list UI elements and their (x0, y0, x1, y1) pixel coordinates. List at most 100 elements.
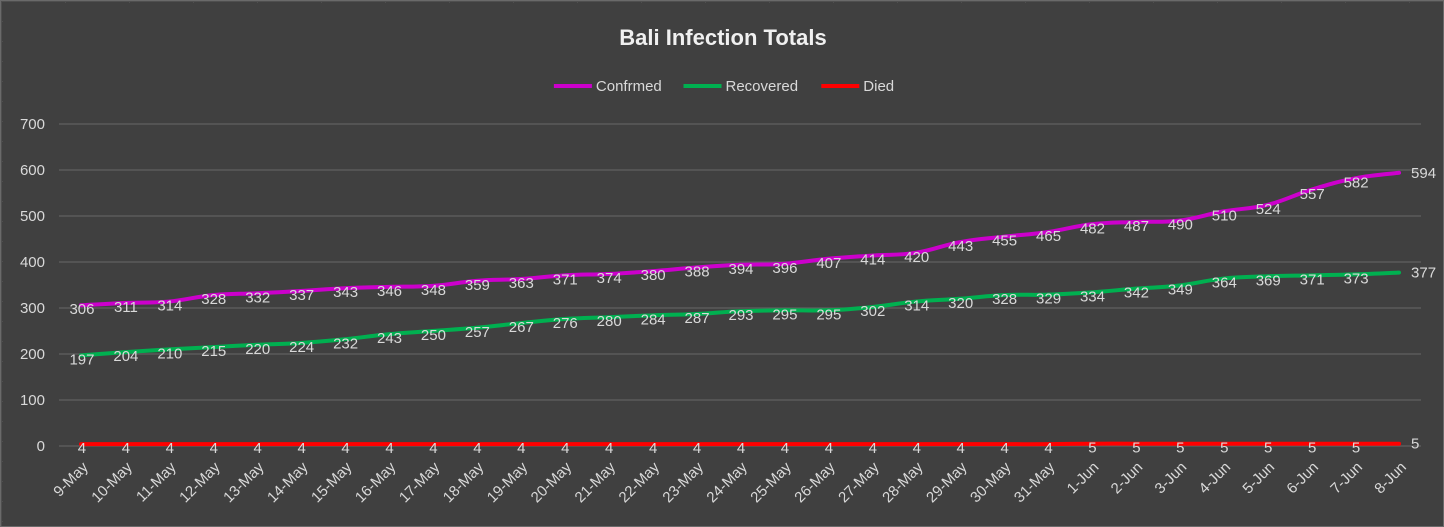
x-tick-label: 31-May (1011, 458, 1059, 506)
data-label-confrmed: 414 (860, 252, 885, 269)
y-tick-label: 400 (20, 254, 45, 271)
data-labels: 306 311 314 328 332 337 343 346 348 359 363 371 374 3… (69, 165, 1436, 457)
data-label-died: 4 (561, 440, 569, 457)
data-label-died: 4 (649, 440, 657, 457)
data-label-confrmed: 380 (641, 267, 666, 284)
data-label-died: 4 (297, 440, 305, 457)
data-label-died: 4 (1000, 440, 1008, 457)
data-label-recovered: 257 (465, 324, 490, 341)
series-line-died[interactable] (78, 441, 1402, 447)
data-label-recovered: 287 (685, 310, 710, 327)
data-label-recovered: 284 (641, 311, 666, 328)
x-tick-label: 11-May (133, 458, 180, 505)
data-label-died: 4 (737, 440, 745, 457)
data-label-recovered: 328 (992, 291, 1017, 308)
data-label-confrmed: 524 (1256, 201, 1281, 218)
data-label-confrmed: 396 (772, 260, 797, 277)
data-label-recovered: 302 (860, 303, 885, 320)
data-label-died: 4 (693, 440, 701, 457)
data-label-confrmed: 314 (157, 298, 182, 315)
x-tick-label: 10-May (88, 458, 136, 506)
x-tick-label: 4-Jun (1196, 459, 1235, 498)
data-label-recovered: 276 (553, 315, 578, 332)
y-tick-label: 700 (20, 116, 45, 133)
data-label-recovered: 293 (728, 307, 753, 324)
data-label-confrmed: 346 (377, 283, 402, 300)
x-tick-label: 29-May (923, 458, 971, 506)
legend[interactable]: Confrmed Recovered Died (553, 78, 894, 95)
data-label-recovered: 215 (201, 343, 226, 360)
data-label-died: 4 (825, 440, 833, 457)
data-label-died: 4 (1044, 440, 1052, 457)
y-tick-label: 0 (37, 438, 45, 455)
data-label-recovered: 314 (904, 298, 929, 315)
x-axis: 9-May10-May11-May12-May13-May14-May15-Ma… (50, 458, 1410, 506)
x-tick-label: 20-May (528, 458, 576, 506)
x-tick-label: 30-May (967, 458, 1015, 506)
data-label-died: 4 (869, 440, 877, 457)
y-tick-label: 600 (20, 162, 45, 179)
data-label-died: 4 (473, 440, 481, 457)
data-label-died: 4 (341, 440, 349, 457)
data-label-died: 4 (78, 440, 86, 457)
gridlines (59, 123, 1421, 447)
legend-item-recovered[interactable]: Recovered (683, 78, 799, 95)
data-label-recovered: 243 (377, 330, 402, 347)
data-label-recovered: 364 (1212, 275, 1237, 292)
x-tick-label: 24-May (703, 458, 751, 506)
data-label-recovered: 349 (1168, 281, 1193, 298)
data-label-confrmed: 465 (1036, 228, 1061, 245)
legend-item-confrmed[interactable]: Confrmed (553, 78, 662, 95)
data-label-recovered: 220 (245, 341, 270, 358)
data-label-confrmed: 487 (1124, 218, 1149, 235)
data-label-died: 4 (210, 440, 218, 457)
data-label-recovered: 334 (1080, 288, 1105, 305)
x-tick-label: 6-Jun (1283, 459, 1322, 498)
data-label-recovered: 250 (421, 327, 446, 344)
series-lines (78, 170, 1402, 447)
x-tick-label: 12-May (176, 458, 224, 506)
y-tick-label: 100 (20, 392, 45, 409)
data-label-confrmed: 388 (685, 264, 710, 281)
data-label-confrmed: 348 (421, 282, 446, 299)
data-label-recovered: 329 (1036, 291, 1061, 308)
data-label-confrmed: 363 (509, 275, 534, 292)
data-label-confrmed: 306 (69, 301, 94, 318)
data-label-recovered: 320 (948, 295, 973, 312)
series-line-recovered[interactable] (78, 270, 1402, 358)
data-label-died: 4 (957, 440, 965, 457)
x-tick-label: 18-May (440, 458, 488, 506)
x-tick-label: 26-May (791, 458, 839, 506)
line-chart: Bali Infection Totals 0 100 200 300 400 500 60… (20, 25, 1436, 506)
data-label-died: 5 (1308, 440, 1316, 457)
y-axis: 0 100 200 300 400 500 600 700 (20, 116, 45, 455)
data-label-confrmed: 594 (1411, 165, 1436, 182)
data-label-confrmed: 557 (1300, 186, 1325, 203)
data-label-recovered: 377 (1411, 265, 1436, 282)
data-label-died: 4 (122, 440, 130, 457)
y-tick-label: 300 (20, 300, 45, 317)
data-label-recovered: 267 (509, 319, 534, 336)
data-label-confrmed: 455 (992, 233, 1017, 250)
data-label-recovered: 342 (1124, 285, 1149, 302)
data-label-died: 4 (166, 440, 174, 457)
y-tick-label: 200 (20, 346, 45, 363)
data-label-died: 5 (1220, 440, 1228, 457)
data-label-recovered: 373 (1344, 270, 1369, 287)
data-label-died: 4 (385, 440, 393, 457)
x-tick-label: 14-May (264, 458, 312, 506)
data-label-died: 4 (605, 440, 613, 457)
data-label-died: 5 (1352, 440, 1360, 457)
data-label-recovered: 204 (113, 348, 138, 365)
legend-item-died[interactable]: Died (821, 78, 894, 95)
x-tick-label: 15-May (308, 458, 356, 506)
data-label-died: 4 (429, 440, 437, 457)
chart-area[interactable]: Bali Infection Totals 0 100 200 300 400 500 60… (3, 3, 1443, 526)
data-label-recovered: 280 (597, 313, 622, 330)
data-label-confrmed: 407 (816, 255, 841, 272)
chart-title: Bali Infection Totals (619, 25, 826, 50)
x-tick-label: 19-May (484, 458, 532, 506)
data-label-confrmed: 311 (114, 299, 138, 316)
series-line-confrmed[interactable] (78, 170, 1402, 308)
